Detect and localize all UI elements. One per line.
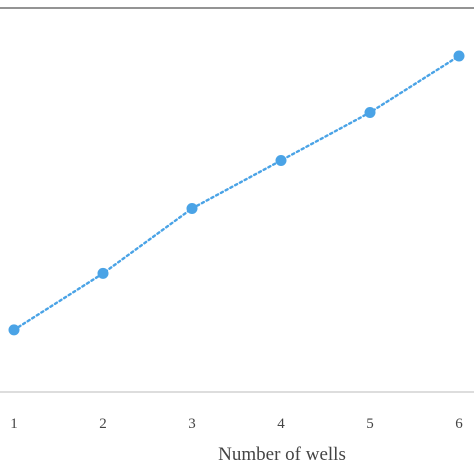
data-point: [186, 202, 198, 214]
x-tick-labels: 1 2 3 4 5 6: [10, 416, 463, 432]
x-tick-label: 6: [455, 416, 463, 432]
data-point: [8, 324, 20, 336]
x-tick-label: 2: [99, 416, 107, 432]
x-tick-label: 3: [188, 416, 196, 432]
data-point: [453, 50, 465, 62]
x-axis-title: Number of wells: [218, 444, 346, 465]
data-point: [97, 267, 109, 279]
x-tick-label: 4: [277, 416, 285, 432]
series-layer: [8, 50, 465, 336]
series-line: [12, 54, 461, 332]
x-tick-label: 1: [10, 416, 18, 432]
x-tick-label: 5: [366, 416, 374, 432]
data-point: [275, 154, 287, 166]
data-point: [364, 106, 376, 118]
